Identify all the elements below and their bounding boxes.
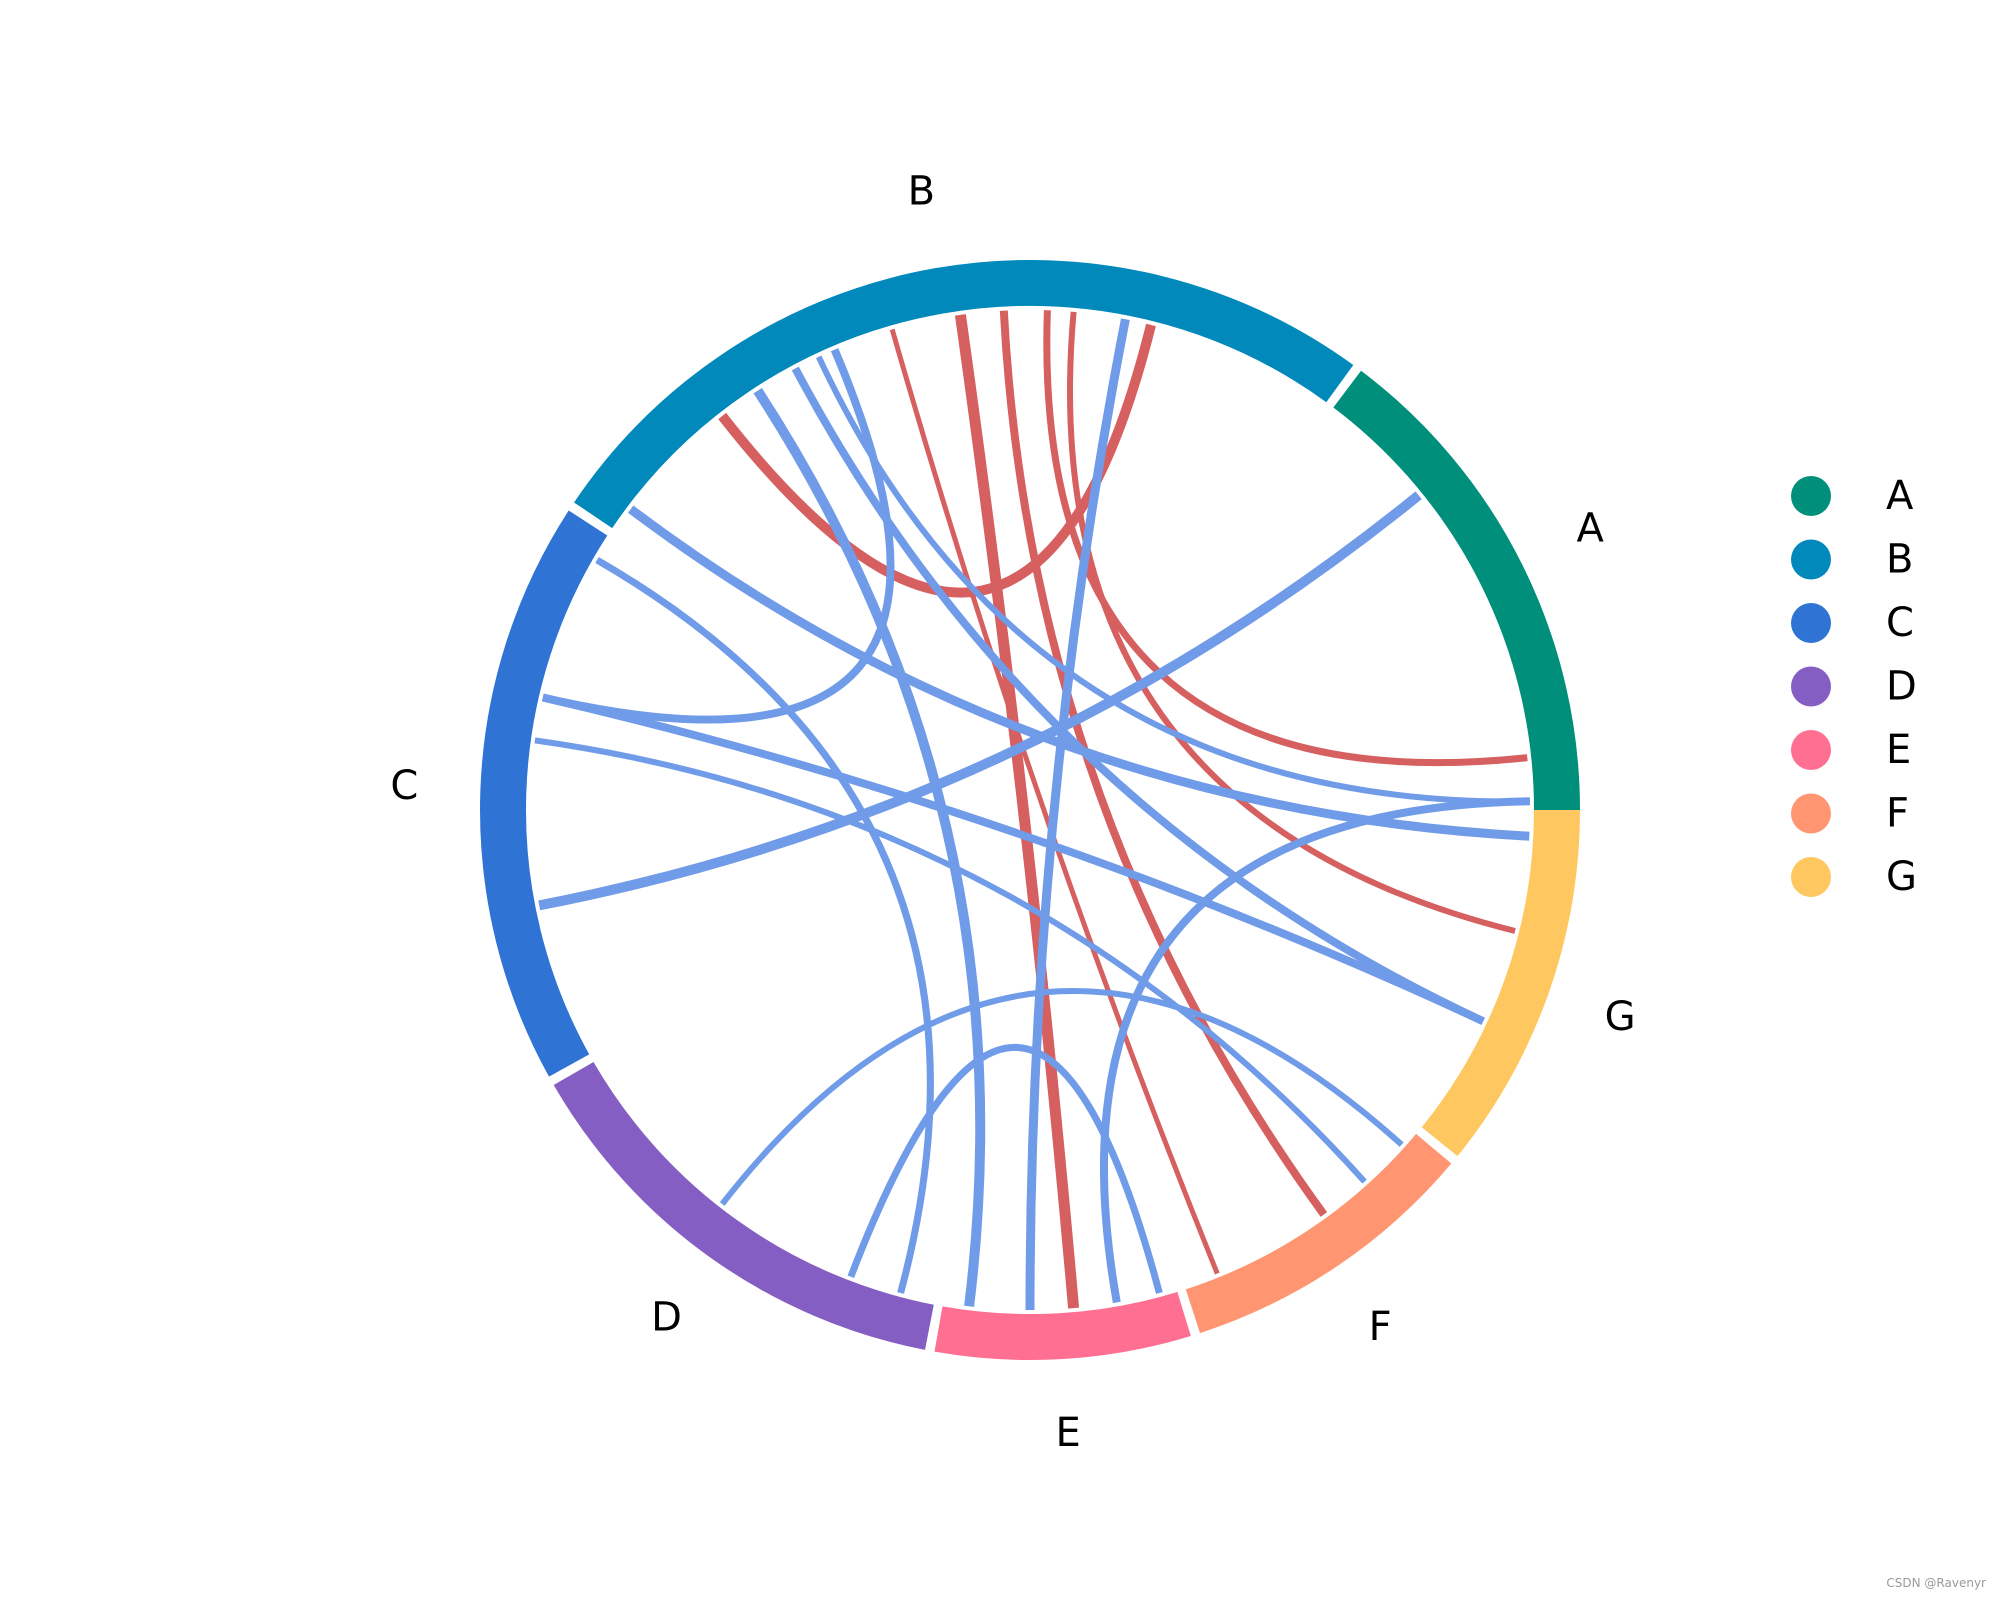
- chord-link-7: [753, 387, 986, 1307]
- chord-link-15: [534, 737, 1367, 1184]
- legend-label-E: E: [1886, 727, 1911, 773]
- chord-link-6: [791, 366, 1485, 1025]
- legend-marker-G: [1791, 857, 1831, 897]
- watermark: CSDN @Ravenyr: [1886, 1576, 1986, 1590]
- segment-arc-C: [480, 510, 608, 1077]
- legend-marker-F: [1791, 793, 1831, 834]
- segment-label-D: D: [651, 1295, 682, 1341]
- legend-label-D: D: [1886, 664, 1917, 710]
- segment-arc-G: [1421, 809, 1580, 1157]
- chord-link-1: [954, 314, 1080, 1309]
- segment-label-A: A: [1577, 506, 1605, 552]
- chord-link-4: [1067, 311, 1516, 934]
- segment-arcs: [480, 260, 1580, 1361]
- segment-label-C: C: [390, 763, 418, 809]
- segment-arc-E: [934, 1291, 1191, 1361]
- segment-labels: A B C D E F G: [390, 169, 1635, 1456]
- legend-label-A: A: [1886, 473, 1914, 519]
- legend-label-C: C: [1886, 600, 1914, 646]
- legend-label-G: G: [1886, 854, 1917, 900]
- legend-marker-D: [1791, 666, 1831, 707]
- chord-link-18: [719, 987, 1404, 1206]
- legend-label-F: F: [1886, 791, 1909, 837]
- legend-marker-B: [1791, 539, 1831, 580]
- chord-link-2: [999, 310, 1328, 1217]
- segment-arc-F: [1185, 1133, 1452, 1334]
- segment-label-G: G: [1605, 994, 1636, 1040]
- segment-arc-D: [553, 1061, 934, 1350]
- legend-marker-E: [1791, 730, 1831, 770]
- chord-link-17: [847, 1043, 1163, 1294]
- legend-marker-C: [1791, 603, 1831, 643]
- legend-marker-A: [1791, 476, 1831, 516]
- chord-link-5: [889, 328, 1220, 1275]
- segment-label-B: B: [908, 169, 935, 215]
- chord-link-16: [1100, 797, 1530, 1304]
- segment-label-F: F: [1369, 1304, 1392, 1350]
- chord-link-10: [815, 355, 1530, 805]
- legend-label-B: B: [1886, 537, 1913, 583]
- chord-link-0: [718, 323, 1156, 598]
- segment-label-E: E: [1056, 1410, 1081, 1456]
- chord-link-9: [1025, 318, 1130, 1311]
- segment-arc-B: [574, 260, 1354, 529]
- chord-link-8: [541, 348, 895, 724]
- chord-links: [534, 310, 1530, 1311]
- chord-link-14: [538, 491, 1422, 911]
- chord-link-13: [595, 556, 934, 1294]
- segment-arc-A: [1333, 370, 1580, 811]
- chord-link-12: [541, 693, 1485, 1025]
- chord-link-11: [627, 505, 1530, 841]
